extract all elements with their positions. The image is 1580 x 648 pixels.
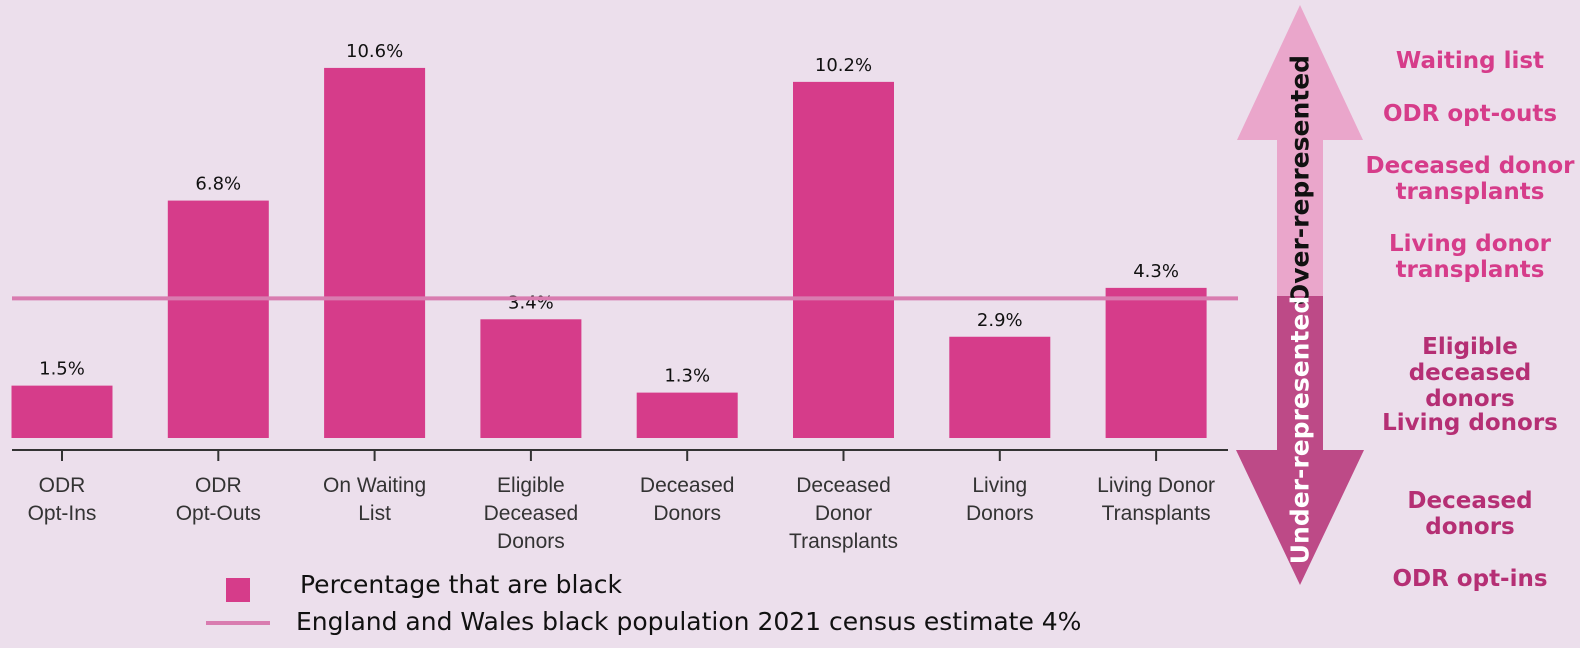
arrow-up-shape bbox=[1237, 5, 1363, 296]
legend-label-bars: Percentage that are black bbox=[300, 570, 623, 599]
x-tick-label-odr-opt-outs: ODR Opt-Outs bbox=[176, 474, 261, 525]
side-label-deceased-donor-transplants: Deceased donor transplants bbox=[1365, 153, 1575, 205]
arrow-down-shape bbox=[1236, 296, 1364, 585]
side-label-odr-opt-ins: ODR opt-ins bbox=[1392, 566, 1548, 592]
bars-group: 1.5% 6.8% 10.6% 3.4% 1.3% 10.2% 2.9% 4.3% bbox=[11, 41, 1207, 439]
legend-label-reference-line: England and Wales black population 2021 … bbox=[296, 607, 1082, 636]
x-axis: ODR Opt-Ins ODR Opt-Outs On Waiting List Eligi… bbox=[12, 449, 1228, 553]
bar-living-donor-transplants bbox=[1105, 287, 1207, 438]
data-label-eligible-deceased-donors: 3.4% bbox=[508, 292, 554, 313]
bar-odr-opt-outs bbox=[167, 200, 269, 438]
data-label-odr-opt-outs: 6.8% bbox=[195, 174, 241, 195]
over-represented-label: Over-represented bbox=[1286, 55, 1315, 305]
side-label-eligible-deceased-donors: Eligible deceased donors bbox=[1408, 334, 1532, 412]
x-tick-label-deceased-donors: Deceased Donors bbox=[640, 474, 735, 525]
x-tick-label-living-donors: Living Donors bbox=[966, 474, 1034, 525]
bar-eligible-deceased-donors bbox=[480, 319, 582, 438]
bar-living-donors bbox=[949, 336, 1051, 438]
under-represented-label: Under-represented bbox=[1286, 296, 1315, 565]
bar-deceased-donor-transplants bbox=[793, 81, 894, 439]
bar-odr-opt-ins bbox=[11, 385, 113, 438]
legend-swatch-bars bbox=[226, 578, 250, 602]
side-label-living-donor-transplants: Living donor transplants bbox=[1388, 231, 1552, 283]
side-label-deceased-donors: Deceased donors bbox=[1407, 488, 1533, 540]
x-tick-label-deceased-donor-transplants: Deceased Donor Transplants bbox=[789, 474, 898, 553]
x-tick-label-on-waiting-list: On Waiting List bbox=[323, 474, 426, 525]
side-label-living-donors: Living donors bbox=[1382, 410, 1558, 436]
data-label-deceased-donor-transplants: 10.2% bbox=[815, 55, 872, 76]
data-label-on-waiting-list: 10.6% bbox=[346, 41, 403, 62]
bar-on-waiting-list bbox=[324, 67, 426, 439]
data-label-living-donor-transplants: 4.3% bbox=[1133, 261, 1179, 282]
x-tick-label-eligible-deceased-donors: Eligible Deceased Donors bbox=[484, 474, 579, 553]
side-label-waiting-list: Waiting list bbox=[1395, 48, 1545, 74]
data-label-odr-opt-ins: 1.5% bbox=[39, 359, 85, 380]
data-label-living-donors: 2.9% bbox=[977, 310, 1023, 331]
legend bbox=[206, 578, 270, 625]
side-label-odr-opt-outs: ODR opt-outs bbox=[1382, 101, 1558, 127]
data-label-deceased-donors: 1.3% bbox=[664, 366, 710, 387]
x-tick-label-odr-opt-ins: ODR Opt-Ins bbox=[28, 474, 97, 525]
bar-deceased-donors bbox=[636, 392, 738, 438]
x-tick-label-living-donor-transplants: Living Donor Transplants bbox=[1097, 474, 1215, 525]
